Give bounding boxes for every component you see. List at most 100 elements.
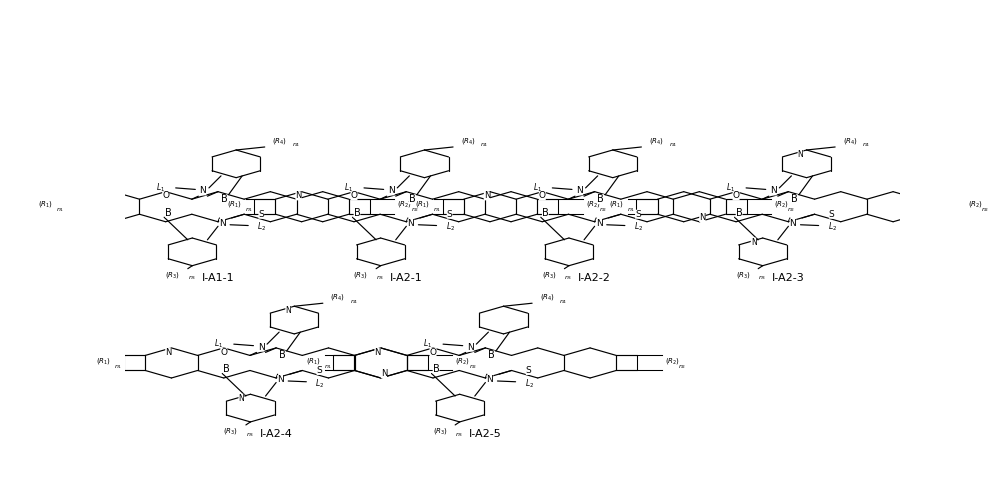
Text: $L_1$: $L_1$ — [726, 182, 736, 194]
Text: $(R_3)$: $(R_3)$ — [433, 426, 448, 436]
Text: $L_2$: $L_2$ — [525, 377, 534, 389]
Text: I-A1-1: I-A1-1 — [202, 273, 234, 283]
Text: N: N — [596, 219, 603, 228]
Text: S: S — [526, 366, 532, 375]
Text: $(R_3)$: $(R_3)$ — [353, 270, 369, 280]
Text: N: N — [770, 186, 777, 195]
Text: O: O — [430, 348, 437, 357]
Text: N: N — [381, 369, 387, 378]
Text: N: N — [751, 237, 757, 246]
Text: $n_4$: $n_4$ — [559, 298, 568, 306]
Text: $n_3$: $n_3$ — [758, 275, 767, 283]
Text: B: B — [221, 194, 227, 204]
Text: B: B — [791, 194, 798, 204]
Text: $n_1$: $n_1$ — [433, 206, 441, 214]
Text: $(R_4)$: $(R_4)$ — [843, 136, 858, 146]
Text: N: N — [388, 186, 395, 195]
Text: $n_2$: $n_2$ — [599, 206, 607, 214]
Text: B: B — [279, 350, 286, 360]
Text: $(R_3)$: $(R_3)$ — [165, 270, 180, 280]
Text: B: B — [542, 208, 549, 218]
Text: N: N — [790, 219, 796, 228]
Text: $(R_3)$: $(R_3)$ — [736, 270, 751, 280]
Text: S: S — [829, 210, 835, 219]
Text: $L_1$: $L_1$ — [156, 182, 165, 194]
Text: $L_2$: $L_2$ — [257, 221, 266, 233]
Text: $n_3$: $n_3$ — [376, 275, 384, 283]
Text: N: N — [576, 186, 583, 195]
Text: $(R_1)$: $(R_1)$ — [227, 199, 242, 209]
Text: $(R_2)$: $(R_2)$ — [774, 199, 789, 209]
Text: $(R_2)$: $(R_2)$ — [968, 199, 983, 209]
Text: N: N — [258, 343, 264, 352]
Text: $n_3$: $n_3$ — [246, 431, 254, 439]
Text: $n_4$: $n_4$ — [350, 298, 359, 306]
Text: $n_4$: $n_4$ — [669, 141, 677, 149]
Text: B: B — [736, 208, 742, 218]
Text: N: N — [798, 150, 803, 158]
Text: $L_2$: $L_2$ — [634, 221, 643, 233]
Text: $n_1$: $n_1$ — [56, 206, 65, 214]
Text: $n_2$: $n_2$ — [411, 206, 419, 214]
Text: $(R_4)$: $(R_4)$ — [272, 136, 287, 146]
Text: $(R_1)$: $(R_1)$ — [96, 356, 111, 366]
Text: $L_1$: $L_1$ — [533, 182, 542, 194]
Text: O: O — [220, 348, 227, 357]
Text: $(R_3)$: $(R_3)$ — [542, 270, 557, 280]
Text: $n_4$: $n_4$ — [480, 141, 489, 149]
Text: $(R_1)$: $(R_1)$ — [609, 199, 624, 209]
Text: N: N — [285, 306, 291, 315]
Text: S: S — [258, 210, 264, 219]
Text: N: N — [407, 219, 414, 228]
Text: B: B — [409, 194, 416, 204]
Text: O: O — [539, 191, 546, 200]
Text: $(R_2)$: $(R_2)$ — [665, 356, 680, 366]
Text: $(R_4)$: $(R_4)$ — [461, 136, 476, 146]
Text: N: N — [699, 213, 706, 222]
Text: $n_1$: $n_1$ — [245, 206, 253, 214]
Text: $n_4$: $n_4$ — [862, 141, 871, 149]
Text: $n_2$: $n_2$ — [981, 206, 990, 214]
Text: B: B — [354, 208, 360, 218]
Text: N: N — [238, 394, 244, 403]
Text: B: B — [223, 364, 230, 374]
Text: $n_3$: $n_3$ — [455, 431, 463, 439]
Text: $(R_1)$: $(R_1)$ — [306, 356, 321, 366]
Text: B: B — [433, 364, 439, 374]
Text: B: B — [597, 194, 604, 204]
Text: I-A2-5: I-A2-5 — [469, 429, 502, 439]
Text: $L_2$: $L_2$ — [446, 221, 455, 233]
Text: $(R_2)$: $(R_2)$ — [455, 356, 470, 366]
Text: $(R_1)$: $(R_1)$ — [38, 199, 53, 209]
Text: $(R_4)$: $(R_4)$ — [540, 292, 555, 302]
Text: S: S — [635, 210, 641, 219]
Text: $n_1$: $n_1$ — [627, 206, 635, 214]
Text: $n_4$: $n_4$ — [292, 141, 300, 149]
Text: $L_1$: $L_1$ — [344, 182, 353, 194]
Text: N: N — [200, 186, 206, 195]
Text: N: N — [487, 375, 493, 384]
Text: B: B — [488, 350, 495, 360]
Text: $n_2$: $n_2$ — [678, 363, 687, 371]
Text: N: N — [165, 348, 172, 357]
Text: N: N — [277, 375, 284, 384]
Text: $L_2$: $L_2$ — [828, 221, 837, 233]
Text: $n_3$: $n_3$ — [188, 275, 196, 283]
Text: $(R_4)$: $(R_4)$ — [649, 136, 664, 146]
Text: O: O — [162, 191, 169, 200]
Text: B: B — [165, 208, 172, 218]
Text: S: S — [447, 210, 452, 219]
Text: $(R_1)$: $(R_1)$ — [415, 199, 430, 209]
Text: O: O — [733, 191, 740, 200]
Text: N: N — [219, 219, 226, 228]
Text: $L_1$: $L_1$ — [423, 338, 433, 350]
Text: $L_1$: $L_1$ — [214, 338, 223, 350]
Text: $n_1$: $n_1$ — [324, 363, 332, 371]
Text: N: N — [467, 343, 474, 352]
Text: N: N — [484, 191, 490, 200]
Text: $L_2$: $L_2$ — [315, 377, 325, 389]
Text: $n_2$: $n_2$ — [469, 363, 477, 371]
Text: $n_3$: $n_3$ — [564, 275, 573, 283]
Text: O: O — [350, 191, 357, 200]
Text: $(R_3)$: $(R_3)$ — [223, 426, 238, 436]
